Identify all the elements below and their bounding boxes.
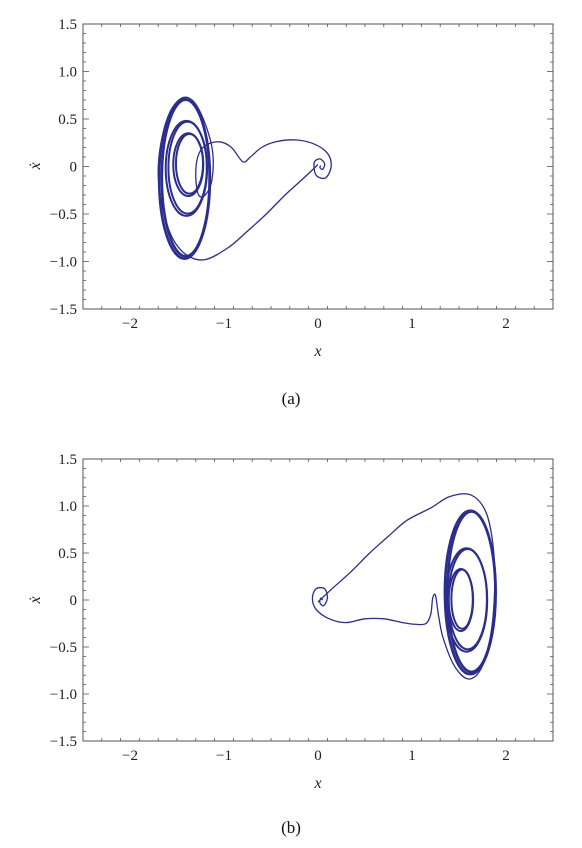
trajectory-a — [157, 96, 332, 261]
panel-a: −2 −1 0 1 2 −1.5 −1.0 −0.5 0 0.5 1.0 1.5 x ẋ (a) — [27, 17, 554, 408]
x-tick-label: −1 — [216, 316, 232, 332]
x-tick-label: −2 — [122, 748, 138, 764]
y-tick-label: 1.0 — [58, 65, 77, 81]
panel-caption-b: (b) — [281, 818, 301, 837]
x-tick-label: 2 — [502, 316, 510, 332]
x-axis-label-b: x — [313, 775, 321, 792]
x-tick-label: 0 — [314, 316, 322, 332]
trajectory-line — [157, 96, 332, 261]
y-tick-label: −1.0 — [50, 687, 77, 703]
y-axis-label-a: ẋ — [27, 162, 44, 171]
attractor-ring — [174, 132, 205, 195]
x-tick-label: −1 — [216, 748, 232, 764]
trajectory-line — [311, 493, 496, 680]
y-tick-label: 0 — [70, 593, 78, 609]
y-tick-label: −1.5 — [50, 302, 77, 318]
trajectory-b — [311, 493, 497, 680]
attractor-ring — [167, 120, 208, 215]
y-axis-label-b: ẋ — [27, 596, 44, 605]
y-tick-label: 0 — [70, 160, 78, 176]
y-tick-label: −0.5 — [50, 640, 77, 656]
attractor-ring — [450, 568, 474, 630]
y-tick-label: 0.5 — [58, 112, 77, 128]
x-tick-label: 2 — [502, 748, 510, 764]
plot-frame-a — [82, 23, 554, 310]
x-axis-label-a: x — [313, 343, 321, 360]
x-tick-label: 1 — [408, 316, 416, 332]
x-tick-label: −2 — [122, 316, 138, 332]
x-tick-label: 0 — [314, 748, 322, 764]
y-tick-label: −1.0 — [50, 255, 77, 271]
y-tick-label: −0.5 — [50, 207, 77, 223]
plot-frame-b — [82, 458, 554, 742]
attractor-ring — [160, 98, 211, 258]
ticks-b: −2 −1 0 1 2 −1.5 −1.0 −0.5 0 0.5 1.0 1.5 — [50, 452, 554, 764]
y-tick-label: 1.5 — [58, 17, 77, 33]
y-tick-label: 1.0 — [58, 499, 77, 515]
panel-caption-a: (a) — [282, 389, 301, 408]
attractor-ring — [447, 548, 488, 651]
y-tick-label: 0.5 — [58, 546, 77, 562]
y-tick-label: −1.5 — [50, 734, 77, 750]
ticks-a: −2 −1 0 1 2 −1.5 −1.0 −0.5 0 0.5 1.0 1.5 — [50, 17, 554, 332]
attractor-ring — [446, 510, 497, 674]
y-tick-label: 1.5 — [58, 452, 77, 468]
panel-b: −2 −1 0 1 2 −1.5 −1.0 −0.5 0 0.5 1.0 1.5 x ẋ (b) — [27, 452, 554, 837]
x-tick-label: 1 — [408, 748, 416, 764]
